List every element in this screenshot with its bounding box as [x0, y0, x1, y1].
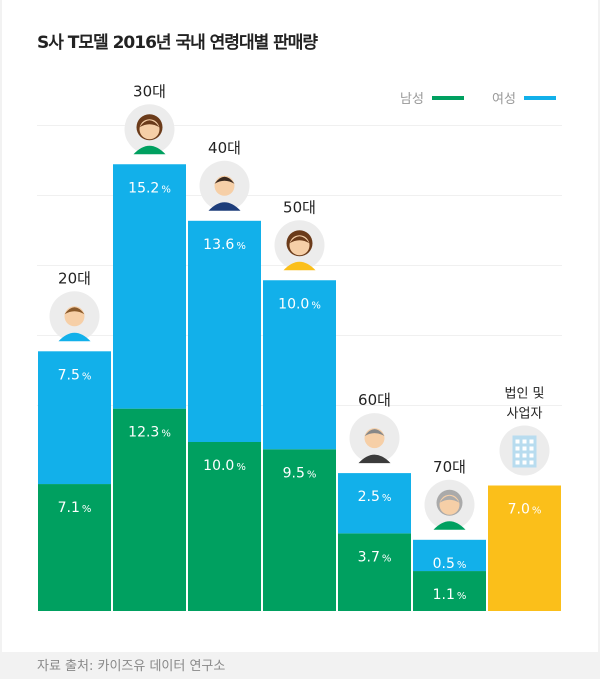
data-label: 9.5% — [283, 465, 317, 481]
legend-swatch-male — [431, 95, 464, 100]
chart-title: S사 T모델 2016년 국내 연령대별 판매량 — [37, 33, 318, 53]
data-label: 7.1% — [58, 500, 92, 516]
data-label: 7.5% — [58, 367, 92, 383]
legend-label-male: 남성 — [400, 92, 424, 107]
bar-segment-male — [188, 442, 261, 611]
data-label: 3.7% — [358, 549, 392, 565]
category-label: 60대 — [358, 391, 391, 409]
bar-segment-female — [188, 220, 261, 442]
bar-segment-female — [38, 351, 111, 485]
avatar-old-woman-icon — [424, 479, 475, 530]
data-label: 2.5% — [358, 489, 392, 505]
category-label: 40대 — [208, 139, 241, 157]
bar-segment-male — [38, 484, 111, 611]
gridline — [37, 195, 562, 196]
avatar-young-man-icon — [49, 291, 100, 342]
gridline — [37, 125, 562, 126]
source-note: 자료 출처: 카이즈유 데이터 연구소 — [37, 659, 226, 674]
legend-item-male: 남성 — [400, 88, 464, 107]
bar-segment-female — [338, 473, 411, 534]
avatar-old-man-icon — [349, 413, 400, 464]
data-label: 0.5% — [433, 556, 467, 572]
bar-segment-male — [413, 571, 486, 611]
bar-segment-corporate — [488, 485, 561, 611]
bar-segment-female — [413, 539, 486, 572]
category-label: 30대 — [133, 82, 166, 100]
data-label: 1.1% — [433, 587, 467, 603]
legend-swatch-female — [523, 95, 556, 100]
bar-segment-male — [338, 533, 411, 611]
bar-segment-male — [263, 449, 336, 611]
category-label: 50대 — [283, 198, 316, 216]
avatar-young-woman-icon — [124, 104, 175, 155]
avatar-woman-icon — [274, 220, 325, 271]
bar-segment-male — [113, 408, 186, 611]
category-label: 70대 — [433, 458, 466, 476]
bar-segment-female — [113, 164, 186, 409]
data-label: 7.0% — [508, 502, 542, 518]
avatar-man-suit-icon — [199, 160, 250, 211]
category-label: 20대 — [58, 269, 91, 287]
legend-label-female: 여성 — [492, 92, 516, 107]
legend-item-female: 여성 — [492, 88, 556, 107]
bar-segment-female — [263, 280, 336, 450]
building-icon — [499, 425, 550, 476]
category-label: 법인 및 사업자 — [504, 387, 544, 422]
